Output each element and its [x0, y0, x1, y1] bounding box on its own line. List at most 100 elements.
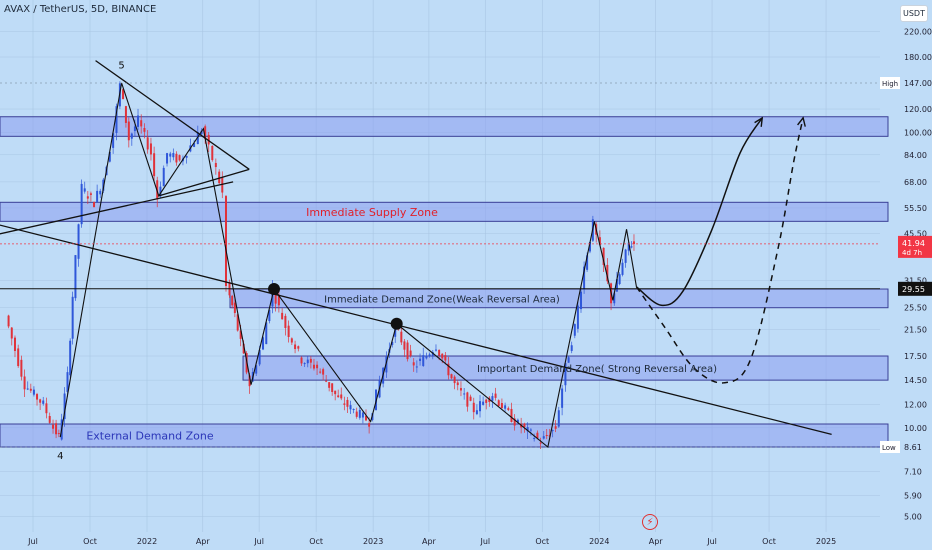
zone-label: External Demand Zone	[86, 430, 214, 443]
x-tick-label: Jul	[253, 537, 264, 546]
candle-body	[248, 375, 251, 387]
candle-body	[624, 249, 627, 263]
candle-body	[463, 393, 466, 395]
candle-body	[20, 359, 23, 377]
candle-body	[613, 293, 616, 304]
candle-body	[472, 402, 475, 413]
y-tick-label: 25.50	[904, 304, 927, 313]
candle-body	[99, 190, 102, 195]
candle-body	[57, 433, 60, 435]
wave-zigzag[interactable]	[250, 221, 637, 448]
candle-body	[55, 423, 58, 435]
candle-body	[178, 155, 181, 161]
y-tick-label: 45.50	[904, 229, 927, 238]
candle-body	[447, 363, 450, 376]
candle-body	[17, 348, 20, 367]
candle-body	[140, 120, 143, 127]
candle-body	[526, 427, 529, 432]
candle-body	[39, 399, 42, 403]
candle-body	[124, 106, 127, 123]
trendline[interactable]	[158, 168, 250, 197]
trendline[interactable]	[0, 224, 832, 436]
candle-body	[500, 403, 503, 409]
y-tick-label: 55.50	[904, 204, 927, 213]
x-tick-label: Oct	[309, 537, 323, 546]
candle-body	[63, 393, 66, 420]
candle-body	[533, 437, 536, 439]
candle-body	[523, 423, 526, 427]
candle-body	[415, 366, 418, 368]
tradingview-logo-icon[interactable]: ⚡	[642, 514, 658, 530]
candle-body	[274, 292, 277, 304]
candle-body	[542, 436, 545, 439]
trendline[interactable]	[0, 181, 234, 235]
candle-body	[122, 89, 125, 99]
candle-body	[494, 393, 497, 398]
candle-body	[214, 162, 217, 168]
symbol-title[interactable]: AVAX / TetherUS, 5D, BINANCE	[4, 4, 157, 15]
y-tick-label: 12.00	[904, 400, 927, 409]
trendline[interactable]	[95, 60, 250, 170]
projection-solid-path[interactable]	[635, 117, 763, 307]
level-badge-text: 29.55	[902, 285, 925, 294]
candle-body	[322, 369, 325, 375]
zone-box[interactable]	[0, 116, 889, 137]
candle-body	[513, 418, 516, 426]
candle-body	[602, 247, 605, 265]
candle-body	[391, 341, 394, 346]
x-tick-label: Jul	[27, 537, 38, 546]
wave-label: 4	[57, 451, 63, 462]
candle-body	[306, 359, 309, 364]
candle-body	[108, 151, 111, 162]
candle-body	[294, 344, 297, 350]
last-price-badge	[898, 235, 932, 258]
candle-body	[80, 183, 83, 225]
candle-body	[71, 296, 74, 339]
wave-zigzag[interactable]	[59, 82, 252, 438]
candle-body	[482, 401, 485, 405]
zone-box[interactable]	[0, 423, 889, 448]
candle-body	[561, 388, 564, 408]
candle-body	[497, 400, 500, 406]
candle-body	[343, 403, 346, 405]
zone-box[interactable]	[0, 201, 889, 222]
currency-badge[interactable]: USDT	[900, 5, 928, 22]
x-tick-label: 2023	[363, 537, 383, 546]
low-label: Low	[882, 444, 896, 452]
candle-body	[355, 411, 358, 417]
candle-body	[456, 382, 459, 386]
x-tick-label: 2022	[137, 537, 157, 546]
candle-body	[312, 364, 315, 369]
candle-body	[346, 399, 349, 407]
candle-body	[400, 331, 403, 343]
candle-body	[507, 408, 510, 410]
candle-body	[133, 126, 136, 132]
candle-body	[10, 327, 13, 339]
candle-body	[239, 330, 242, 339]
candle-body	[450, 374, 453, 379]
x-tick-label: Apr	[649, 537, 664, 546]
candle-body	[281, 312, 284, 320]
candle-body	[491, 396, 494, 401]
candle-body	[255, 365, 258, 374]
candle-body	[236, 314, 239, 331]
wave-label: 5	[118, 60, 124, 71]
projection-dashed-path[interactable]	[635, 117, 804, 384]
candle-body	[551, 430, 554, 432]
candle-body	[23, 376, 26, 390]
candle-body	[621, 262, 624, 275]
candle-body	[169, 153, 172, 157]
candle-body	[583, 266, 586, 290]
candle-body	[352, 409, 355, 411]
candle-body	[368, 423, 371, 427]
candle-body	[96, 190, 99, 202]
candle-body	[586, 255, 589, 270]
candle-body	[13, 337, 16, 351]
candle-body	[93, 202, 96, 208]
candle-body	[102, 179, 105, 191]
candle-body	[630, 246, 633, 248]
x-tick-label: Oct	[762, 537, 776, 546]
pivot-marker[interactable]	[390, 317, 403, 330]
y-tick-label: 14.50	[904, 376, 927, 385]
